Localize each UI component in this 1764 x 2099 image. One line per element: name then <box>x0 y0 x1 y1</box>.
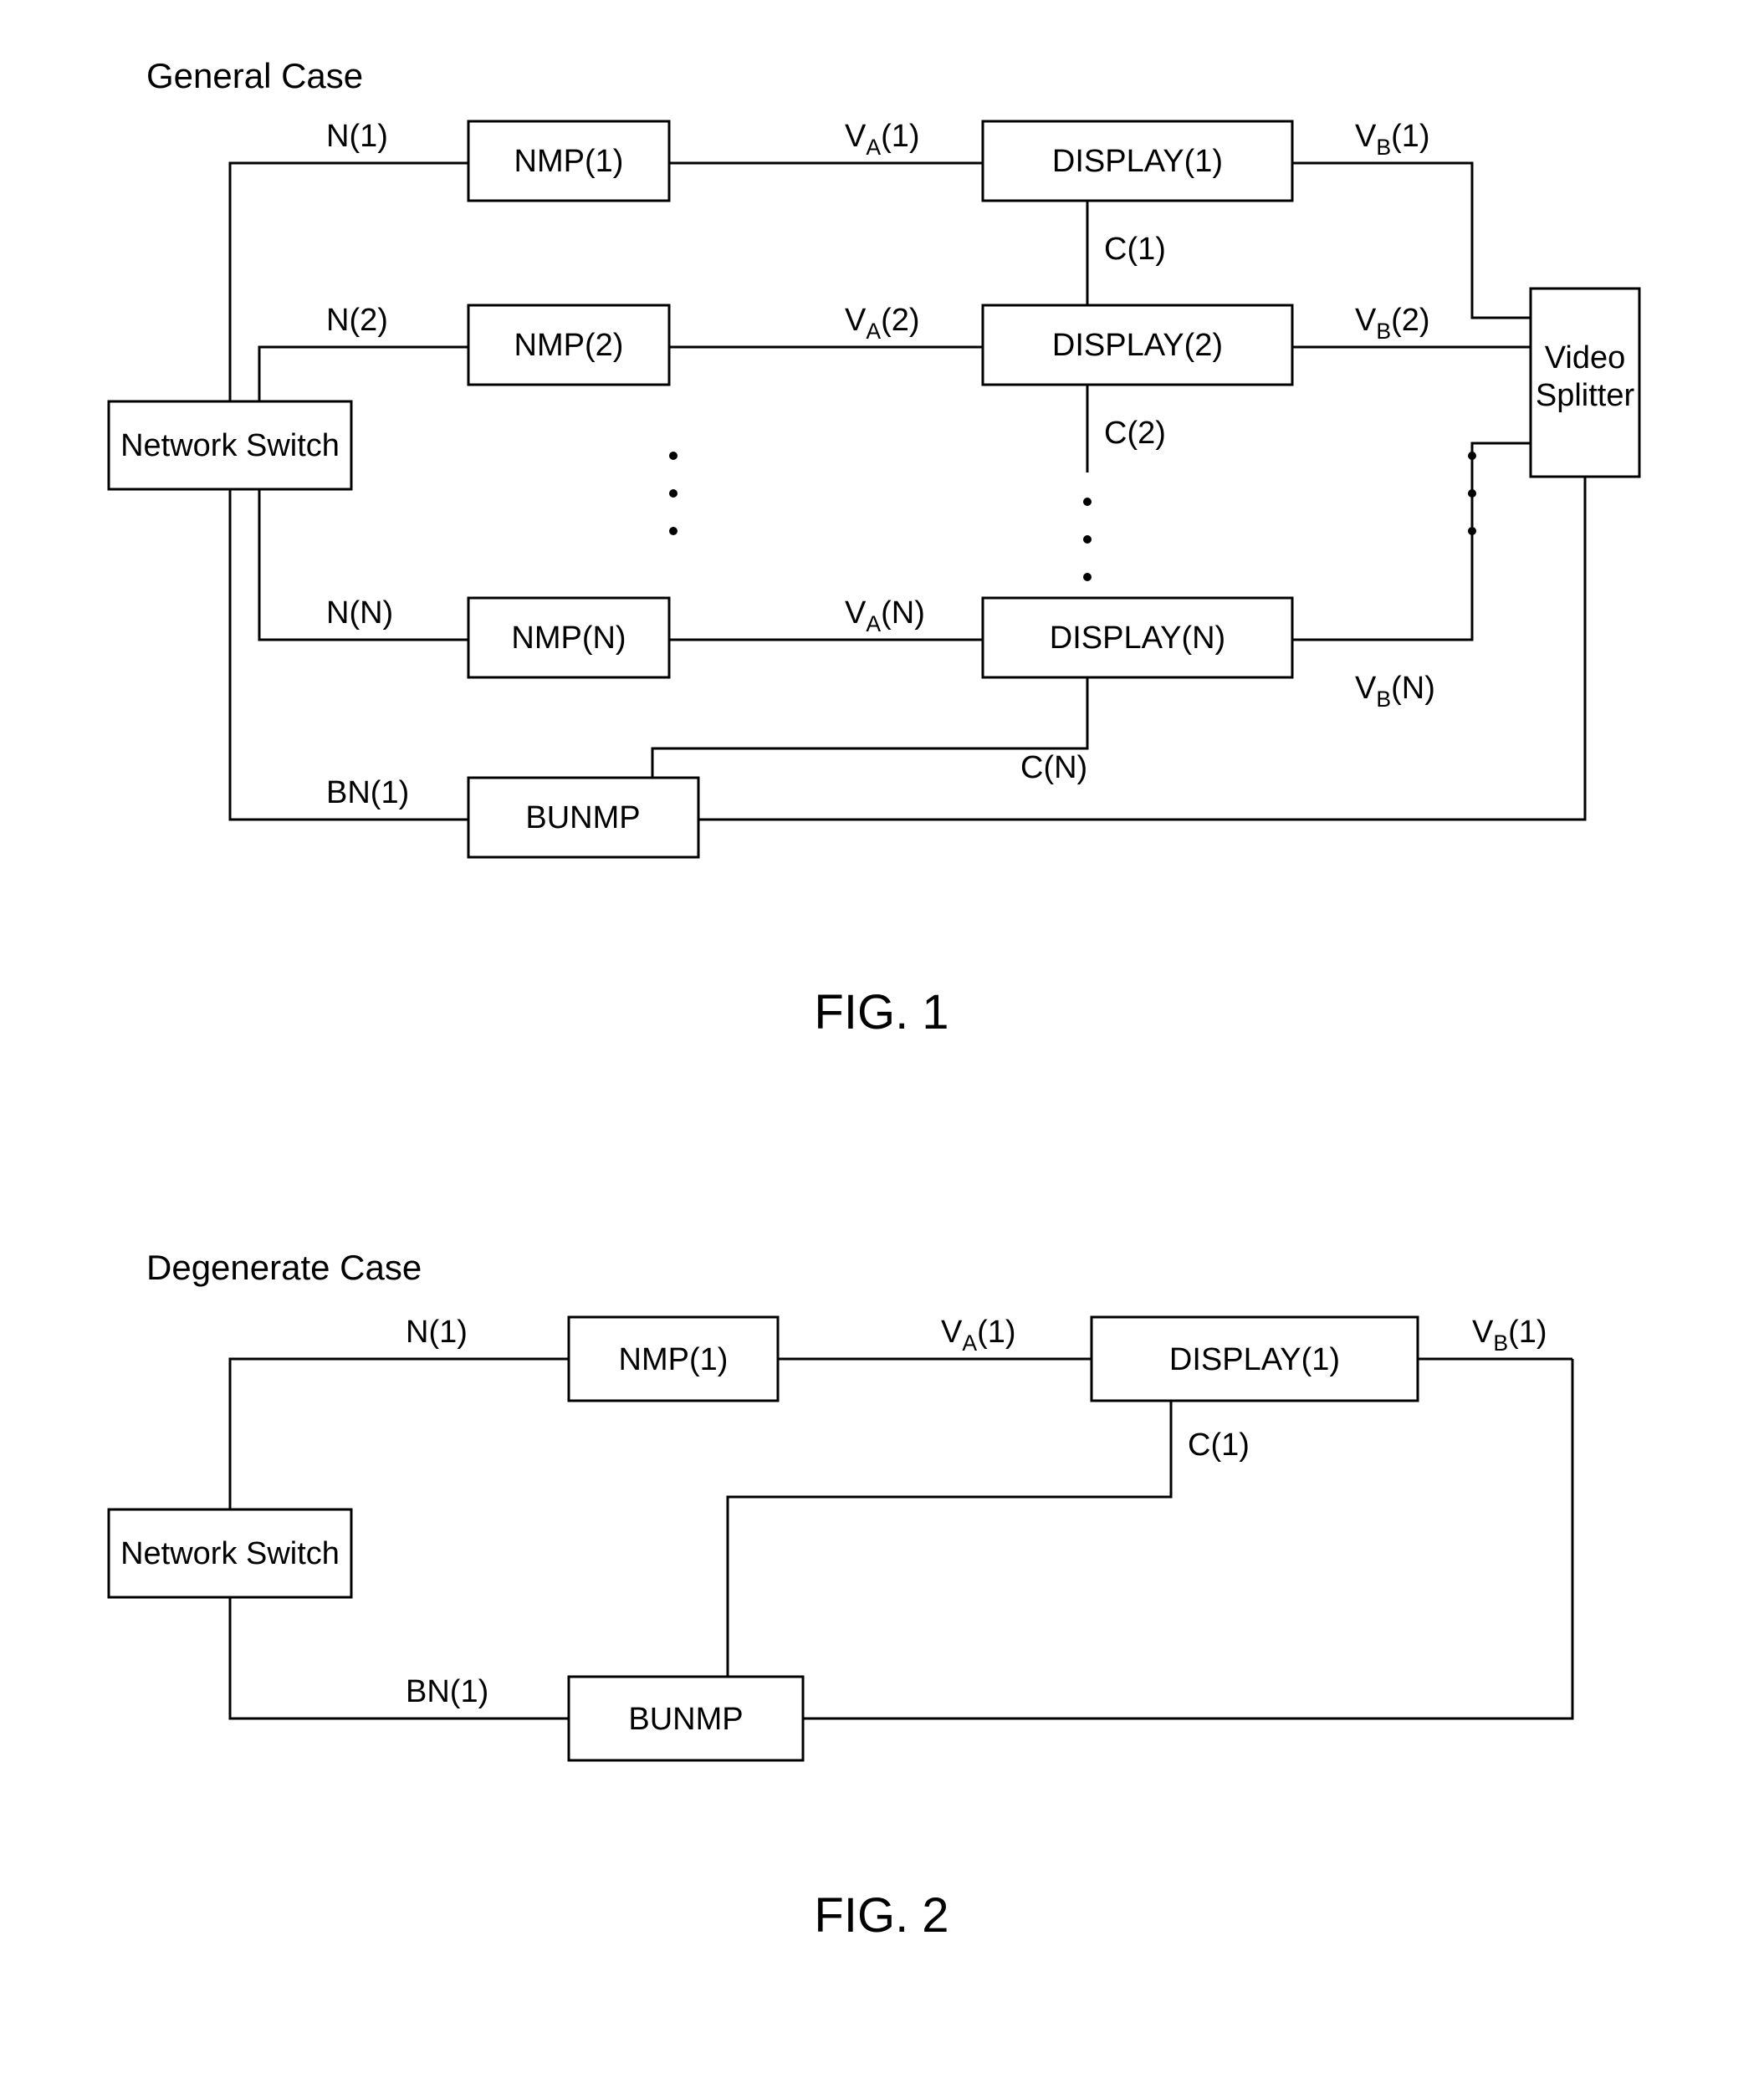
network-switch-label: Network Switch <box>120 428 340 463</box>
n-wire <box>230 163 468 401</box>
bn-label: BN(1) <box>406 1674 488 1709</box>
va-label: VA(N) <box>845 595 925 636</box>
nmp-label: NMP(1) <box>514 144 624 179</box>
figure-1: General Case Network Switch Video Splitt… <box>109 56 1639 1039</box>
n-label: N(2) <box>326 303 388 338</box>
fig1-row-2: NMP(2) DISPLAY(2) N(2) VA(2) VB(2) C(2) <box>259 303 1531 472</box>
fig2-caption: FIG. 2 <box>814 1888 948 1943</box>
va-label: VA(1) <box>941 1315 1016 1356</box>
va-label: VA(1) <box>845 119 920 160</box>
c-label: C(1) <box>1188 1427 1250 1463</box>
bn-wire <box>230 489 468 820</box>
fig1-title: General Case <box>146 56 363 95</box>
bn-wire <box>230 1597 569 1719</box>
c-label: C(1) <box>1104 232 1166 267</box>
vb-wire <box>1292 163 1531 318</box>
network-switch-label: Network Switch <box>120 1536 340 1571</box>
vb-label: VB(1) <box>1472 1315 1547 1356</box>
n-label: N(N) <box>326 595 393 631</box>
bn-label: BN(1) <box>326 775 409 810</box>
n-label: N(1) <box>406 1315 468 1350</box>
n-wire <box>230 1359 569 1509</box>
fig2-row: NMP(1) DISPLAY(1) N(1) VA(1) VB(1) C(1) <box>230 1315 1572 1677</box>
display-label: DISPLAY(N) <box>1050 621 1225 656</box>
fig1-row-1: NMP(1) DISPLAY(1) N(1) VA(1) VB(1) C(1) <box>230 119 1531 401</box>
n-label: N(1) <box>326 119 388 154</box>
diagram-canvas: General Case Network Switch Video Splitt… <box>0 0 1764 2099</box>
nmp-label: NMP(2) <box>514 328 624 363</box>
fig1-vdots <box>669 452 1476 581</box>
vb-label: VB(2) <box>1355 303 1430 344</box>
bunmp-out-wire <box>803 1359 1572 1719</box>
fig2-title: Degenerate Case <box>146 1248 422 1287</box>
nmp-label: NMP(N) <box>511 621 626 656</box>
va-label: VA(2) <box>845 303 920 344</box>
c-label: C(N) <box>1020 750 1087 785</box>
video-splitter-label-1: Video <box>1545 340 1626 375</box>
c-label: C(2) <box>1104 416 1166 451</box>
display-label: DISPLAY(1) <box>1052 144 1223 179</box>
vb-wire <box>1292 443 1531 640</box>
vb-label: VB(N) <box>1355 671 1435 712</box>
display-label: DISPLAY(2) <box>1052 328 1223 363</box>
c-wire <box>728 1401 1171 1677</box>
fig1-bunmp: BUNMP BN(1) <box>230 477 1585 857</box>
video-splitter-label-2: Splitter <box>1536 378 1635 413</box>
bunmp-label: BUNMP <box>525 800 640 835</box>
nmp-label: NMP(1) <box>619 1342 729 1377</box>
bunmp-label: BUNMP <box>628 1702 743 1737</box>
fig1-row-n: NMP(N) DISPLAY(N) N(N) VA(N) VB(N) C(N) <box>259 443 1531 785</box>
fig2-bunmp: BUNMP BN(1) <box>230 1359 1572 1760</box>
vb-label: VB(1) <box>1355 119 1430 160</box>
fig1-caption: FIG. 1 <box>814 985 948 1039</box>
n-wire <box>259 347 468 401</box>
display-label: DISPLAY(1) <box>1169 1342 1340 1377</box>
figure-2: Degenerate Case Network Switch NMP(1) DI… <box>109 1248 1572 1943</box>
